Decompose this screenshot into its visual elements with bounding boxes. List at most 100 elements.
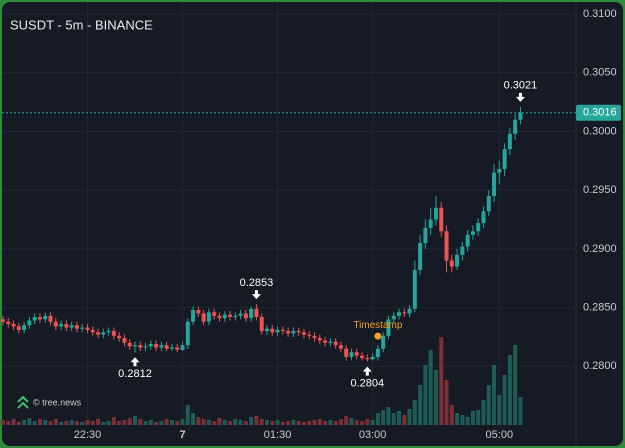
candle-body bbox=[90, 329, 95, 333]
volume-bar bbox=[169, 420, 174, 425]
timestamp-marker bbox=[374, 332, 382, 340]
volume-bar bbox=[64, 421, 69, 425]
volume-bar bbox=[138, 419, 143, 425]
volume-bar bbox=[206, 420, 211, 425]
volume-bar bbox=[43, 420, 48, 425]
volume-bar bbox=[497, 395, 502, 425]
volume-bar bbox=[233, 419, 238, 425]
watermark: © tree.news bbox=[33, 397, 82, 407]
volume-bar bbox=[518, 397, 523, 425]
volume-bar bbox=[16, 422, 21, 425]
candle-body bbox=[507, 133, 512, 150]
volume-bar bbox=[270, 421, 275, 425]
volume-bar bbox=[154, 422, 159, 425]
candle-body bbox=[159, 345, 164, 348]
volume-bar bbox=[381, 410, 386, 425]
y-tick-label: 0.2950 bbox=[583, 184, 617, 196]
volume-bar bbox=[228, 421, 233, 425]
annotation-arrow bbox=[251, 290, 261, 300]
candle-body bbox=[16, 326, 21, 330]
candle-body bbox=[27, 320, 32, 326]
volume-bar bbox=[159, 421, 164, 425]
volume-bar bbox=[37, 419, 42, 425]
volume-bar bbox=[328, 420, 333, 425]
volume-bar bbox=[243, 421, 248, 425]
candle-body bbox=[43, 315, 48, 320]
volume-bar bbox=[465, 417, 470, 425]
volume-bar bbox=[6, 421, 11, 425]
volume-bar bbox=[59, 422, 64, 425]
volume-bar bbox=[513, 345, 518, 425]
volume-bar bbox=[455, 413, 460, 425]
candle-body bbox=[439, 207, 444, 232]
volume-bar bbox=[402, 415, 407, 425]
candle-body bbox=[455, 254, 460, 267]
candle-body bbox=[460, 246, 465, 255]
candle-body bbox=[375, 348, 380, 357]
annotation-arrow bbox=[515, 92, 525, 102]
volume-bar bbox=[391, 413, 396, 425]
candle-body bbox=[301, 332, 306, 335]
candle-body bbox=[185, 321, 190, 346]
candle-body bbox=[254, 308, 259, 317]
candle-body bbox=[476, 223, 481, 232]
y-tick-label: 0.3000 bbox=[583, 125, 617, 137]
candle-body bbox=[259, 316, 264, 332]
volume-bar bbox=[323, 421, 328, 425]
volume-bar bbox=[360, 421, 365, 425]
candle-body bbox=[175, 347, 180, 350]
volume-bar bbox=[69, 420, 74, 425]
volume-bar bbox=[32, 421, 37, 425]
volume-bar bbox=[180, 419, 185, 425]
volume-bar bbox=[301, 422, 306, 425]
candle-body bbox=[69, 325, 74, 328]
x-tick-label: 03:00 bbox=[359, 429, 387, 441]
volume-bar bbox=[312, 420, 317, 425]
volume-bar bbox=[444, 380, 449, 425]
volume-bar bbox=[80, 422, 85, 425]
annotation-arrow bbox=[130, 357, 140, 367]
candle-body bbox=[206, 312, 211, 322]
candle-body bbox=[349, 352, 354, 357]
candle-body bbox=[423, 227, 428, 244]
annotation-arrow bbox=[362, 366, 372, 376]
volume-bar bbox=[122, 420, 127, 425]
candle-body bbox=[169, 347, 174, 349]
volume-bar bbox=[254, 416, 259, 425]
volume-bar bbox=[317, 419, 322, 425]
candle-body bbox=[333, 341, 338, 346]
volume-bar bbox=[96, 419, 101, 425]
volume-bar bbox=[423, 365, 428, 425]
candle-body bbox=[37, 316, 42, 320]
candle-body bbox=[11, 324, 16, 327]
candle-body bbox=[80, 327, 85, 329]
volume-bar bbox=[492, 365, 497, 425]
last-price-label: 0.3016 bbox=[583, 107, 617, 119]
candle-body bbox=[428, 219, 433, 228]
candle-body bbox=[518, 112, 523, 120]
candle-body bbox=[85, 327, 90, 330]
volume-bar bbox=[259, 419, 264, 425]
candle-body bbox=[444, 231, 449, 261]
candle-body bbox=[265, 328, 269, 332]
volume-bar bbox=[22, 420, 27, 425]
volume-bar bbox=[286, 421, 291, 425]
volume-bar bbox=[291, 420, 296, 425]
candle-body bbox=[397, 312, 401, 316]
volume-bar bbox=[502, 375, 507, 425]
candle-body bbox=[127, 342, 132, 347]
volume-bar bbox=[476, 410, 481, 425]
volume-bar bbox=[90, 421, 95, 425]
x-tick-label: 22:30 bbox=[74, 429, 102, 441]
marker-label: Timestamp bbox=[353, 320, 403, 331]
volume-bar bbox=[407, 409, 412, 425]
candle-body bbox=[191, 309, 196, 322]
volume-bar bbox=[143, 421, 148, 425]
x-tick-label: 7 bbox=[179, 429, 185, 441]
volume-bar bbox=[375, 413, 380, 425]
candle-body bbox=[307, 334, 312, 336]
annotation-label: 0.2812 bbox=[118, 368, 152, 380]
candle-body bbox=[270, 328, 275, 333]
